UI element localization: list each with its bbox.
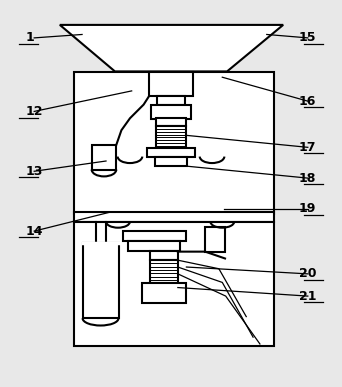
Bar	[147, 148, 195, 157]
Bar	[74, 221, 274, 346]
Bar	[83, 243, 119, 319]
Bar	[149, 72, 193, 96]
Bar	[157, 96, 185, 105]
Bar	[92, 145, 116, 170]
Text: 20: 20	[299, 267, 316, 280]
Text: 14: 14	[26, 224, 43, 238]
Bar	[150, 251, 178, 260]
Bar	[156, 118, 186, 126]
Bar	[128, 241, 180, 251]
Bar	[205, 227, 225, 252]
Text: 21: 21	[299, 289, 316, 303]
Text: 15: 15	[299, 31, 316, 45]
Bar	[74, 72, 274, 214]
Text: 16: 16	[299, 95, 316, 108]
Bar	[74, 212, 274, 221]
Bar	[150, 260, 178, 283]
Bar	[156, 126, 186, 149]
Text: 18: 18	[299, 171, 316, 185]
Text: 1: 1	[26, 31, 35, 45]
Text: 19: 19	[299, 202, 316, 216]
Bar	[151, 104, 191, 119]
Text: 13: 13	[26, 165, 43, 178]
Text: 12: 12	[26, 105, 43, 118]
Polygon shape	[60, 25, 283, 72]
Bar	[155, 157, 187, 166]
Text: 17: 17	[299, 141, 316, 154]
Bar	[123, 231, 186, 241]
Bar	[142, 283, 186, 303]
